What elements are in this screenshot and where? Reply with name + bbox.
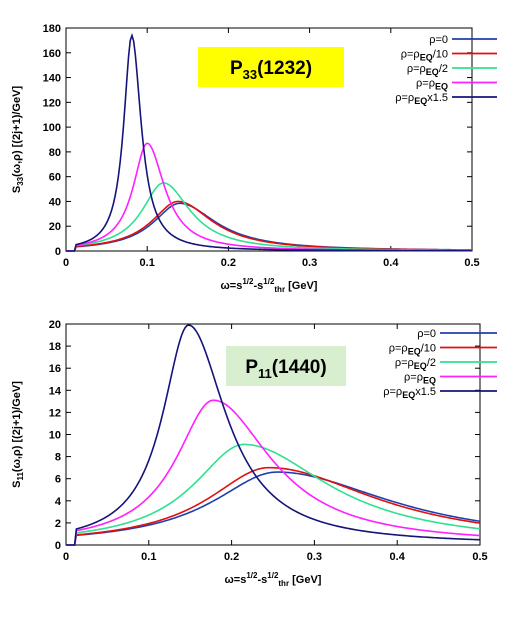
legend-label-1: ρ=ρEQ/10	[389, 343, 436, 357]
series-line-2	[66, 443, 481, 546]
badge-text: P33(1232)	[230, 58, 312, 82]
chart-p33-svg: 0 0.1 0.2 0.3 0.4 0.5 0 20 40 60 80 100 120 140 160 180…	[11, 23, 497, 294]
x-tick-label: 0	[63, 257, 69, 269]
legend-label-4: ρ=ρEQx1.5	[383, 386, 436, 400]
x-tick-label: 0.1	[141, 551, 156, 563]
legend-label-4: ρ=ρEQx1.5	[395, 92, 448, 106]
y-tick-label: 100	[43, 122, 61, 134]
y-tick-label: 10	[49, 430, 61, 442]
legend-label-0: ρ=0	[429, 34, 448, 46]
y-tick-label: 0	[55, 246, 61, 258]
legend-label-0: ρ=0	[417, 328, 436, 340]
y-tick-label: 180	[43, 23, 61, 35]
legend-label-3: ρ=ρEQ	[416, 78, 448, 92]
x-tick-label: 0.5	[464, 257, 479, 269]
y-axis-label: S33(ω,ρ) [(2j+1)/GeV]	[11, 86, 25, 194]
x-tick-label: 0.3	[302, 257, 317, 269]
x-tick-label: 0.4	[383, 257, 399, 269]
y-tick-label: 120	[43, 97, 61, 109]
y-tick-label: 160	[43, 48, 61, 60]
series-line-1	[66, 466, 481, 546]
y-tick-label: 20	[49, 221, 61, 233]
y-tick-label: 2	[55, 518, 61, 530]
y-tick-label: 14	[49, 385, 62, 397]
y-tick-label: 40	[49, 196, 61, 208]
legend-label-1: ρ=ρEQ/10	[401, 49, 448, 63]
x-axis-label: ω=s1/2-s1/2thr [GeV]	[221, 277, 318, 294]
chart-p11-svg: 0 0.1 0.2 0.3 0.4 0.5 0 2 4 6 8 10 12 14 16 18 20 P11(144…	[11, 319, 497, 588]
y-tick-label: 4	[55, 496, 62, 508]
y-tick-label: 18	[49, 341, 61, 353]
badge-box	[226, 346, 346, 386]
chart-p11: 0 0.1 0.2 0.3 0.4 0.5 0 2 4 6 8 10 12 14 16 18 20 P11(144…	[0, 310, 523, 610]
x-tick-label: 0.5	[472, 551, 487, 563]
y-tick-label: 0	[55, 540, 61, 552]
badge-text: P11(1440)	[245, 357, 326, 381]
x-tick-label: 0.2	[224, 551, 239, 563]
x-tick-label: 0	[63, 551, 69, 563]
resonance-badge: P33(1232)	[198, 47, 344, 87]
legend-label-2: ρ=ρEQ/2	[395, 357, 436, 371]
x-tick-label: 0.4	[390, 551, 406, 563]
badge-box	[198, 47, 344, 87]
series-line-0	[66, 471, 481, 546]
y-tick-label: 80	[49, 147, 61, 159]
series-line-3	[66, 399, 481, 546]
x-tick-label: 0.1	[140, 257, 155, 269]
legend-label-2: ρ=ρEQ/2	[407, 63, 448, 77]
x-tick-label: 0.2	[221, 257, 236, 269]
chart-p33: 0 0.1 0.2 0.3 0.4 0.5 0 20 40 60 80 100 120 140 160 180…	[0, 0, 523, 300]
x-tick-label: 0.3	[307, 551, 322, 563]
series-line-4	[66, 32, 472, 252]
y-tick-label: 6	[55, 474, 61, 486]
y-tick-label: 8	[55, 452, 61, 464]
y-tick-label: 16	[49, 363, 61, 375]
y-tick-label: 140	[43, 73, 61, 85]
series-line-4	[66, 324, 481, 546]
y-axis-label: S11(ω,ρ) [(2j+1)/GeV]	[11, 381, 25, 488]
x-axis-label: ω=s1/2-s1/2thr [GeV]	[225, 571, 322, 588]
resonance-badge: P11(1440)	[226, 346, 346, 386]
y-tick-label: 20	[49, 319, 61, 331]
y-tick-label: 12	[49, 407, 61, 419]
y-tick-label: 60	[49, 172, 61, 184]
legend-label-3: ρ=ρEQ	[404, 372, 436, 386]
